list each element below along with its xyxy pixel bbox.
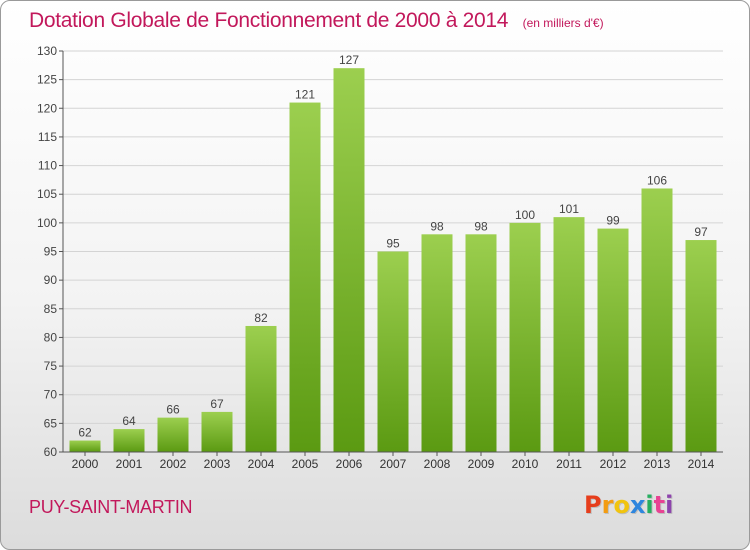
x-tick-label: 2005: [292, 457, 319, 471]
y-tick-label: 85: [44, 302, 58, 316]
bar: [289, 102, 321, 453]
data-label: 97: [694, 225, 708, 239]
axes: [59, 50, 723, 456]
y-tick-label: 70: [44, 388, 58, 402]
x-tick-label: 2009: [468, 457, 495, 471]
logo-letter: i: [645, 491, 654, 519]
logo-letter: t: [653, 491, 666, 519]
proxiti-logo: Proxiti: [584, 491, 673, 519]
bar: [201, 411, 233, 452]
y-tick-label: 95: [44, 245, 58, 259]
data-label: 66: [166, 403, 180, 417]
x-tick-label: 2002: [160, 457, 187, 471]
data-label: 62: [78, 426, 92, 440]
bar: [113, 429, 145, 452]
labels: 60 65 70 75 80 85 90 95 100 105 110 115 120 125 130 200…: [37, 44, 715, 471]
y-tick-label: 115: [38, 130, 57, 144]
data-label: 95: [386, 237, 400, 251]
logo-letter: r: [601, 491, 614, 519]
data-label: 101: [559, 202, 579, 216]
logo-letter: o: [613, 491, 630, 519]
bar: [421, 234, 453, 452]
x-tick-label: 2008: [424, 457, 451, 471]
place-name: PUY-SAINT-MARTIN: [29, 497, 193, 517]
bar: [509, 222, 541, 452]
logo-letter: i: [665, 491, 674, 519]
bars: [69, 68, 717, 453]
bar: [597, 228, 629, 452]
y-tick-label: 120: [37, 101, 57, 115]
data-label: 106: [647, 173, 667, 187]
x-tick-label: 2000: [72, 457, 99, 471]
chart-subtitle: (en milliers d'€): [522, 16, 604, 30]
y-tick-label: 100: [37, 216, 57, 230]
chart-title: Dotation Globale de Fonctionnement de 20…: [29, 9, 509, 32]
bar: [333, 68, 365, 452]
x-tick-label: 2004: [248, 457, 275, 471]
x-tick-label: 2010: [512, 457, 539, 471]
bar: [69, 440, 101, 452]
x-tick-label: 2006: [336, 457, 363, 471]
x-tick-label: 2001: [116, 457, 143, 471]
x-tick-label: 2011: [556, 457, 582, 471]
data-label: 99: [606, 214, 620, 228]
y-tick-label: 125: [37, 73, 57, 87]
y-tick-label: 90: [44, 273, 58, 287]
data-label: 127: [339, 53, 359, 67]
data-label: 100: [515, 208, 535, 222]
y-tick-label: 65: [44, 416, 58, 430]
bar: [465, 234, 497, 452]
data-label: 98: [474, 219, 488, 233]
y-tick-label: 80: [44, 330, 58, 344]
x-tick-label: 2012: [600, 457, 627, 471]
x-tick-label: 2014: [688, 457, 715, 471]
bar: [641, 188, 673, 452]
x-tick-label: 2003: [204, 457, 231, 471]
data-label: 121: [295, 88, 315, 102]
y-tick-label: 75: [44, 359, 58, 373]
bar: [157, 417, 189, 452]
data-label: 67: [210, 397, 224, 411]
bar: [245, 325, 277, 452]
y-tick-label: 105: [37, 187, 57, 201]
data-label: 64: [122, 414, 136, 428]
data-label: 98: [430, 219, 444, 233]
logo-letter: P: [584, 491, 602, 519]
y-tick-label: 130: [37, 44, 57, 58]
bar: [685, 240, 717, 452]
data-label: 82: [254, 311, 268, 325]
x-tick-label: 2013: [644, 457, 671, 471]
y-tick-label: 60: [44, 445, 58, 459]
bar: [553, 217, 585, 452]
title-row: Dotation Globale de Fonctionnement de 20…: [29, 9, 604, 33]
y-tick-label: 110: [38, 159, 57, 173]
logo-letter: x: [629, 491, 646, 519]
bar: [377, 251, 409, 452]
x-tick-label: 2007: [380, 457, 407, 471]
